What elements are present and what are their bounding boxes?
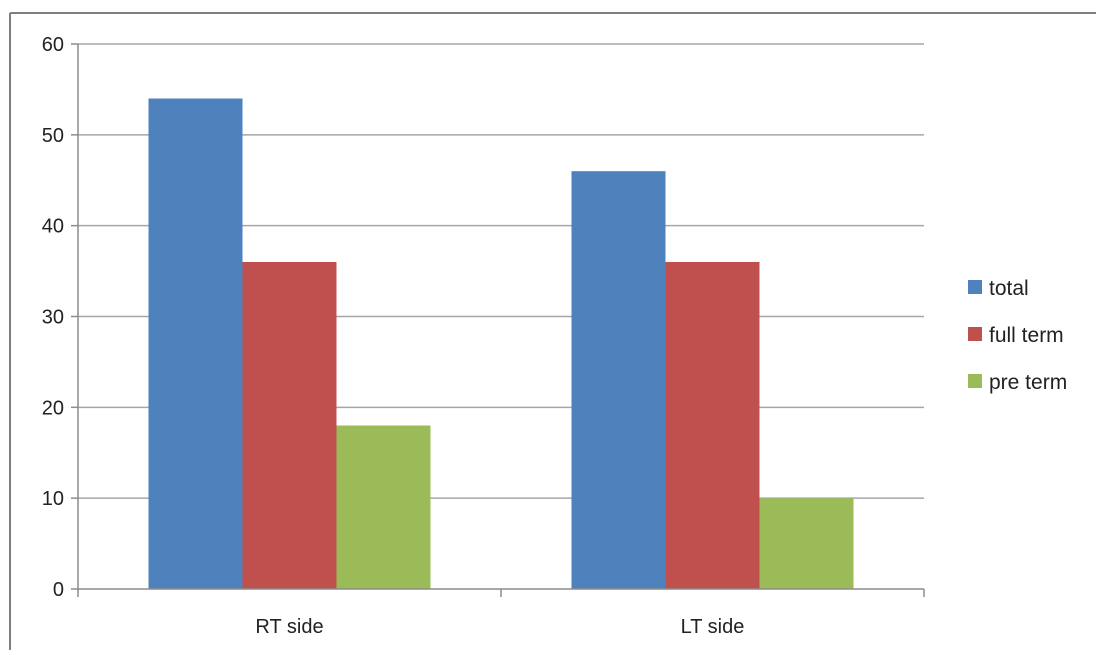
bar-pre-term-rt-side: [336, 425, 431, 589]
y-tick-labels: 0 10 20 30 40 50 60: [42, 34, 64, 601]
legend: total full term pre term: [968, 277, 1067, 394]
legend-swatch-pre-term: [968, 374, 982, 388]
x-category-label: RT side: [255, 616, 323, 638]
bar-full-term-rt-side: [242, 262, 337, 589]
y-tick-label: 0: [53, 579, 64, 601]
legend-swatch-total: [968, 280, 982, 294]
y-tick-label: 10: [42, 488, 64, 510]
bars: [148, 98, 854, 589]
legend-label-total: total: [989, 277, 1029, 300]
y-tick-label: 50: [42, 125, 64, 147]
x-category-labels: RT side LT side: [255, 616, 744, 638]
y-tick-label: 60: [42, 34, 64, 56]
bar-full-term-lt-side: [665, 262, 760, 589]
y-tick-label: 40: [42, 216, 64, 238]
y-tick-label: 20: [42, 397, 64, 419]
legend-label-full-term: full term: [989, 324, 1064, 347]
bar-pre-term-lt-side: [759, 498, 854, 589]
legend-label-pre-term: pre term: [989, 371, 1067, 394]
y-tick-label: 30: [42, 307, 64, 329]
bar-total-rt-side: [148, 98, 243, 589]
legend-swatch-full-term: [968, 327, 982, 341]
x-category-label: LT side: [681, 616, 745, 638]
bar-total-lt-side: [571, 171, 666, 589]
axes: [71, 43, 925, 597]
